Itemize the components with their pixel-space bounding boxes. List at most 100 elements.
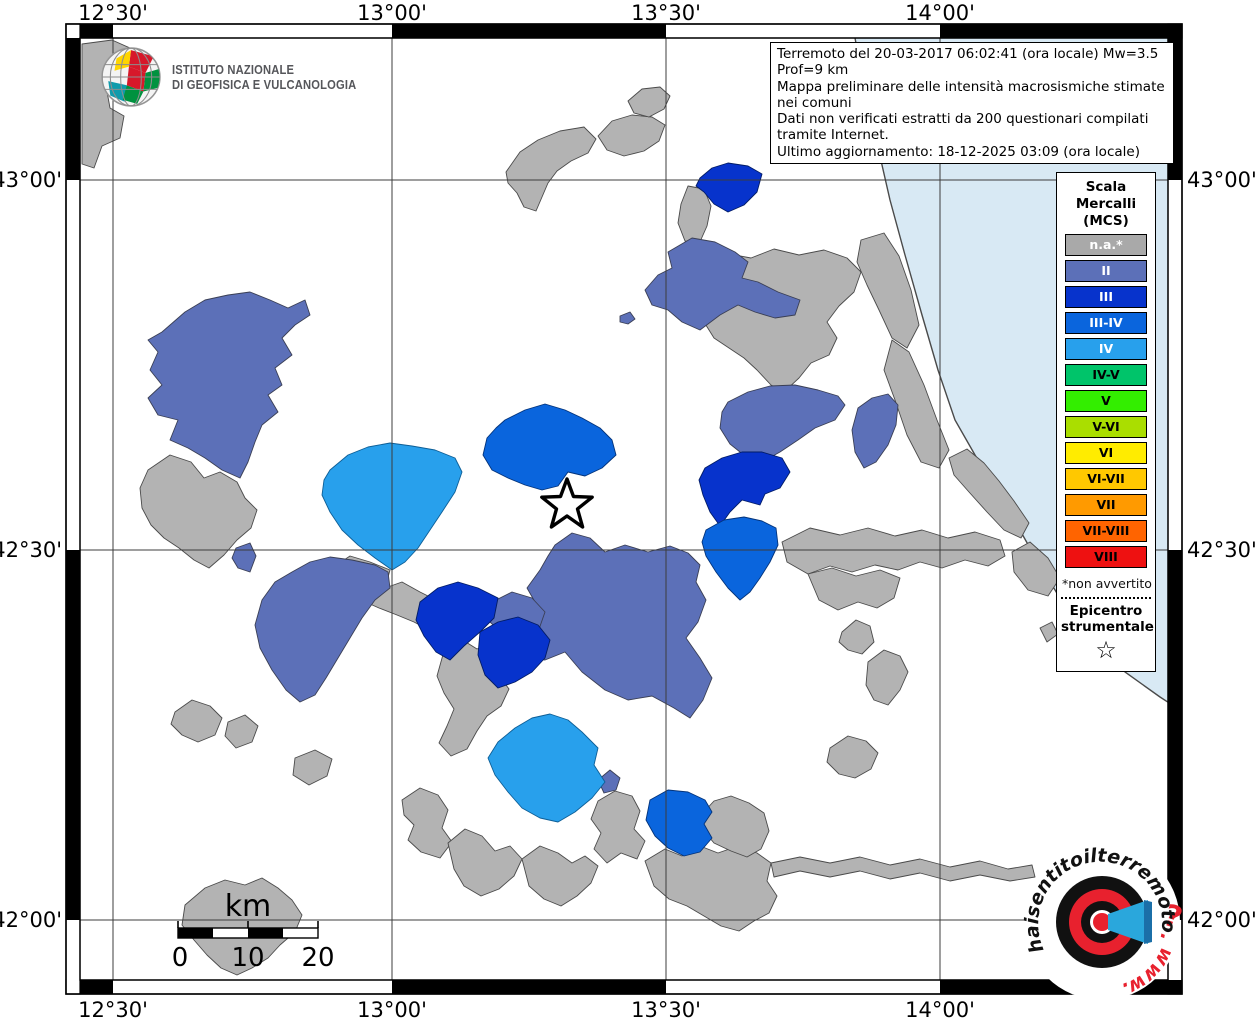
ingv-logo: ISTITUTO NAZIONALE DI GEOFISICA E VULCAN…	[100, 46, 386, 108]
info-line-data: Dati non verificati estratti da 200 ques…	[777, 111, 1149, 144]
municipality-ii	[644, 237, 801, 331]
municipality-iii-iv	[482, 403, 617, 491]
municipality-na	[139, 454, 258, 569]
info-line-map: Mappa preliminare delle intensità macros…	[777, 78, 1165, 111]
municipality-na	[447, 828, 523, 897]
scale-bar-labels: km 0 10 20	[172, 889, 335, 973]
municipality-na	[224, 714, 259, 749]
municipality-polygons-iii	[415, 162, 791, 689]
municipality-na	[770, 856, 1036, 882]
axis-label-top-1: 13°00'	[357, 1, 427, 25]
legend-swatch-iii-iv: III-IV	[1065, 312, 1147, 334]
municipality-na	[292, 749, 333, 786]
haisentito-logo: ? haisentitoilterremoto.it www.	[1018, 838, 1186, 1001]
axis-label-bottom-3: 14°00'	[905, 998, 975, 1022]
info-box: Terremoto del 20-03-2017 06:02:41 (ora l…	[770, 42, 1174, 165]
legend-footnote: *non avvertito	[1062, 576, 1152, 591]
legend-swatch-vii: VII	[1065, 494, 1147, 516]
municipality-ii	[851, 393, 899, 469]
axis-label-bottom-0: 12°30'	[78, 998, 148, 1022]
legend-epicenter-star-icon: ☆	[1095, 636, 1117, 664]
megaphone-icon	[1108, 900, 1152, 944]
legend-epicenter-line2: strumentale	[1061, 619, 1154, 635]
municipality-na	[826, 735, 879, 779]
municipality-polygons-iii-iv	[482, 403, 779, 857]
legend-swatch-iv: IV	[1065, 338, 1147, 360]
legend-swatch-vii-viii: VII-VIII	[1065, 520, 1147, 542]
info-line-updated: Ultimo aggiornamento: 18-12-2025 03:09 (…	[777, 143, 1140, 160]
legend-swatch-v-vi: V-VI	[1065, 416, 1147, 438]
municipality-na	[521, 845, 599, 907]
legend-swatch-viii: VIII	[1065, 546, 1147, 568]
municipality-polygons-ii	[147, 237, 899, 794]
municipality-ii	[147, 291, 311, 479]
legend-swatch-iii: III	[1065, 286, 1147, 308]
municipality-iii-iv	[701, 516, 779, 601]
legend-swatch-vi: VI	[1065, 442, 1147, 464]
axis-label-top-2: 13°30'	[631, 1, 701, 25]
legend-box: Scala Mercalli (MCS) n.a.* II III III-IV…	[1056, 172, 1156, 672]
axis-label-left-2: 42°00'	[0, 908, 62, 932]
axis-label-right-0: 43°00'	[1187, 168, 1255, 192]
scale-bar-unit: km	[225, 889, 272, 924]
graticule	[80, 38, 1168, 980]
municipality-polygons-na	[81, 39, 1061, 976]
municipality-ii	[719, 384, 846, 463]
epicenter-star	[540, 477, 594, 529]
municipality-iii-iv	[645, 789, 713, 857]
legend-title: Scala Mercalli (MCS)	[1061, 179, 1151, 230]
legend-swatch-iv-v: IV-V	[1065, 364, 1147, 386]
municipality-na	[838, 619, 875, 655]
legend-swatch-vi-vii: VI-VII	[1065, 468, 1147, 490]
axis-label-top-0: 12°30'	[78, 1, 148, 25]
municipality-na	[865, 649, 909, 706]
municipality-na	[807, 567, 901, 611]
municipality-iii	[477, 616, 551, 689]
municipality-na	[170, 699, 223, 743]
legend-swatch-na: n.a.*	[1065, 234, 1147, 256]
municipality-na	[1011, 541, 1061, 597]
axis-label-right-1: 42°30'	[1187, 538, 1255, 562]
legend-title-line3: (MCS)	[1083, 213, 1129, 229]
municipality-iii	[695, 162, 763, 213]
municipality-na	[505, 126, 597, 212]
scale-bar-tick-10: 10	[231, 943, 264, 973]
axis-label-right-2: 42°00'	[1187, 908, 1255, 932]
ingv-name: ISTITUTO NAZIONALE DI GEOFISICA E VULCAN…	[172, 62, 356, 93]
legend-title-line1: Scala	[1085, 179, 1127, 195]
axis-label-left-1: 42°30'	[0, 538, 62, 562]
axis-label-bottom-1: 13°00'	[357, 998, 427, 1022]
scale-bar	[177, 921, 319, 939]
municipality-na	[627, 86, 671, 118]
municipality-ii	[597, 769, 621, 794]
municipality-na	[856, 232, 920, 349]
municipality-iv	[487, 713, 606, 823]
logo-center-dot	[1093, 913, 1111, 931]
legend-epicenter-line1: Epicentro	[1069, 603, 1143, 619]
axis-label-bottom-2: 13°30'	[631, 998, 701, 1022]
municipality-na	[597, 114, 666, 157]
municipality-na	[883, 339, 950, 469]
axis-label-top-3: 14°00'	[905, 1, 975, 25]
municipality-ii	[254, 556, 391, 703]
legend-title-line2: Mercalli	[1075, 196, 1137, 212]
municipality-na	[401, 787, 453, 859]
municipality-na	[699, 795, 770, 858]
legend-separator	[1061, 597, 1151, 599]
legend-swatch-v: V	[1065, 390, 1147, 412]
legend-epicenter-label: Epicentro strumentale	[1061, 603, 1154, 635]
scale-bar-tick-20: 20	[301, 943, 334, 973]
municipality-na	[781, 527, 1006, 575]
municipality-ii	[619, 311, 636, 325]
ingv-globe-icon	[101, 47, 161, 107]
axis-label-left-0: 43°00'	[0, 168, 62, 192]
info-line-event: Terremoto del 20-03-2017 06:02:41 (ora l…	[777, 46, 1159, 79]
municipality-na	[590, 790, 646, 864]
ingv-name-line1: ISTITUTO NAZIONALE	[172, 61, 295, 77]
legend-swatch-ii: II	[1065, 260, 1147, 282]
ingv-name-line2: DI GEOFISICA E VULCANOLOGIA	[172, 77, 357, 92]
municipality-na	[948, 448, 1030, 539]
scale-bar-tick-0: 0	[172, 943, 189, 973]
